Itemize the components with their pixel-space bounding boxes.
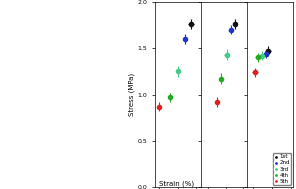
Legend: 1st, 2nd, 3rd, 4th, 5th: 1st, 2nd, 3rd, 4th, 5th	[273, 153, 291, 185]
Text: Strain (%): Strain (%)	[159, 181, 194, 187]
Y-axis label: Stress (MPa): Stress (MPa)	[128, 73, 135, 116]
